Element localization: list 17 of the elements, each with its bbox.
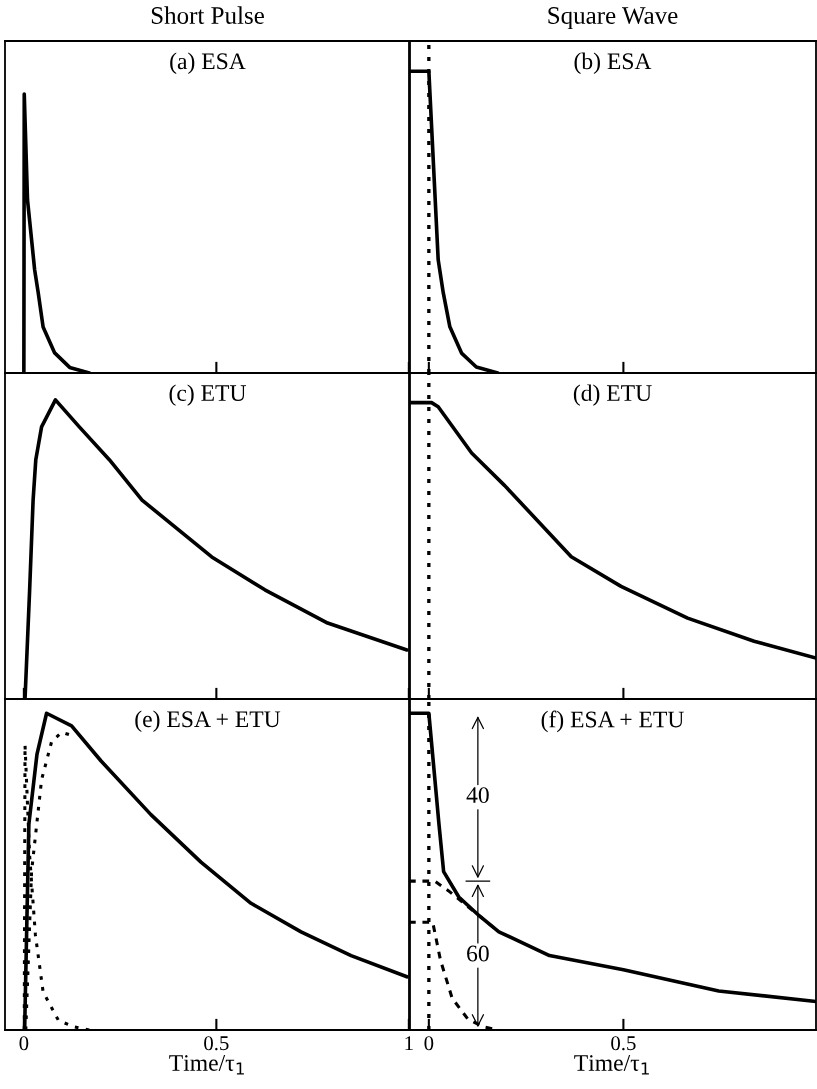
x-axis-title: Time/τ$_{1}$ xyxy=(169,1055,244,1075)
chart-title: (e) ESA + ETU xyxy=(135,710,281,732)
annotation: 60 xyxy=(467,945,489,962)
x-tick-label: 0.5 xyxy=(611,1036,636,1051)
x-axis-title: Time/τ$_{1}$ xyxy=(574,1055,649,1075)
x-tick-label: 0 xyxy=(424,1036,434,1051)
chart-title: (c) ETU xyxy=(169,384,247,406)
chart-title: (f) ESA + ETU xyxy=(541,710,684,733)
chart-title: (b) ESA xyxy=(574,52,652,75)
x-tick-label: 0.5 xyxy=(204,1036,229,1051)
text: Short Pulse xyxy=(151,6,264,24)
chart-title: (d) ETU xyxy=(573,384,652,406)
annotation: 40 xyxy=(466,787,489,804)
x-tick-label: 0 xyxy=(19,1036,29,1051)
chart-title: (a) ESA xyxy=(170,52,246,75)
text: Square Wave xyxy=(548,7,678,29)
x-tick-label: 1 xyxy=(405,1036,413,1051)
